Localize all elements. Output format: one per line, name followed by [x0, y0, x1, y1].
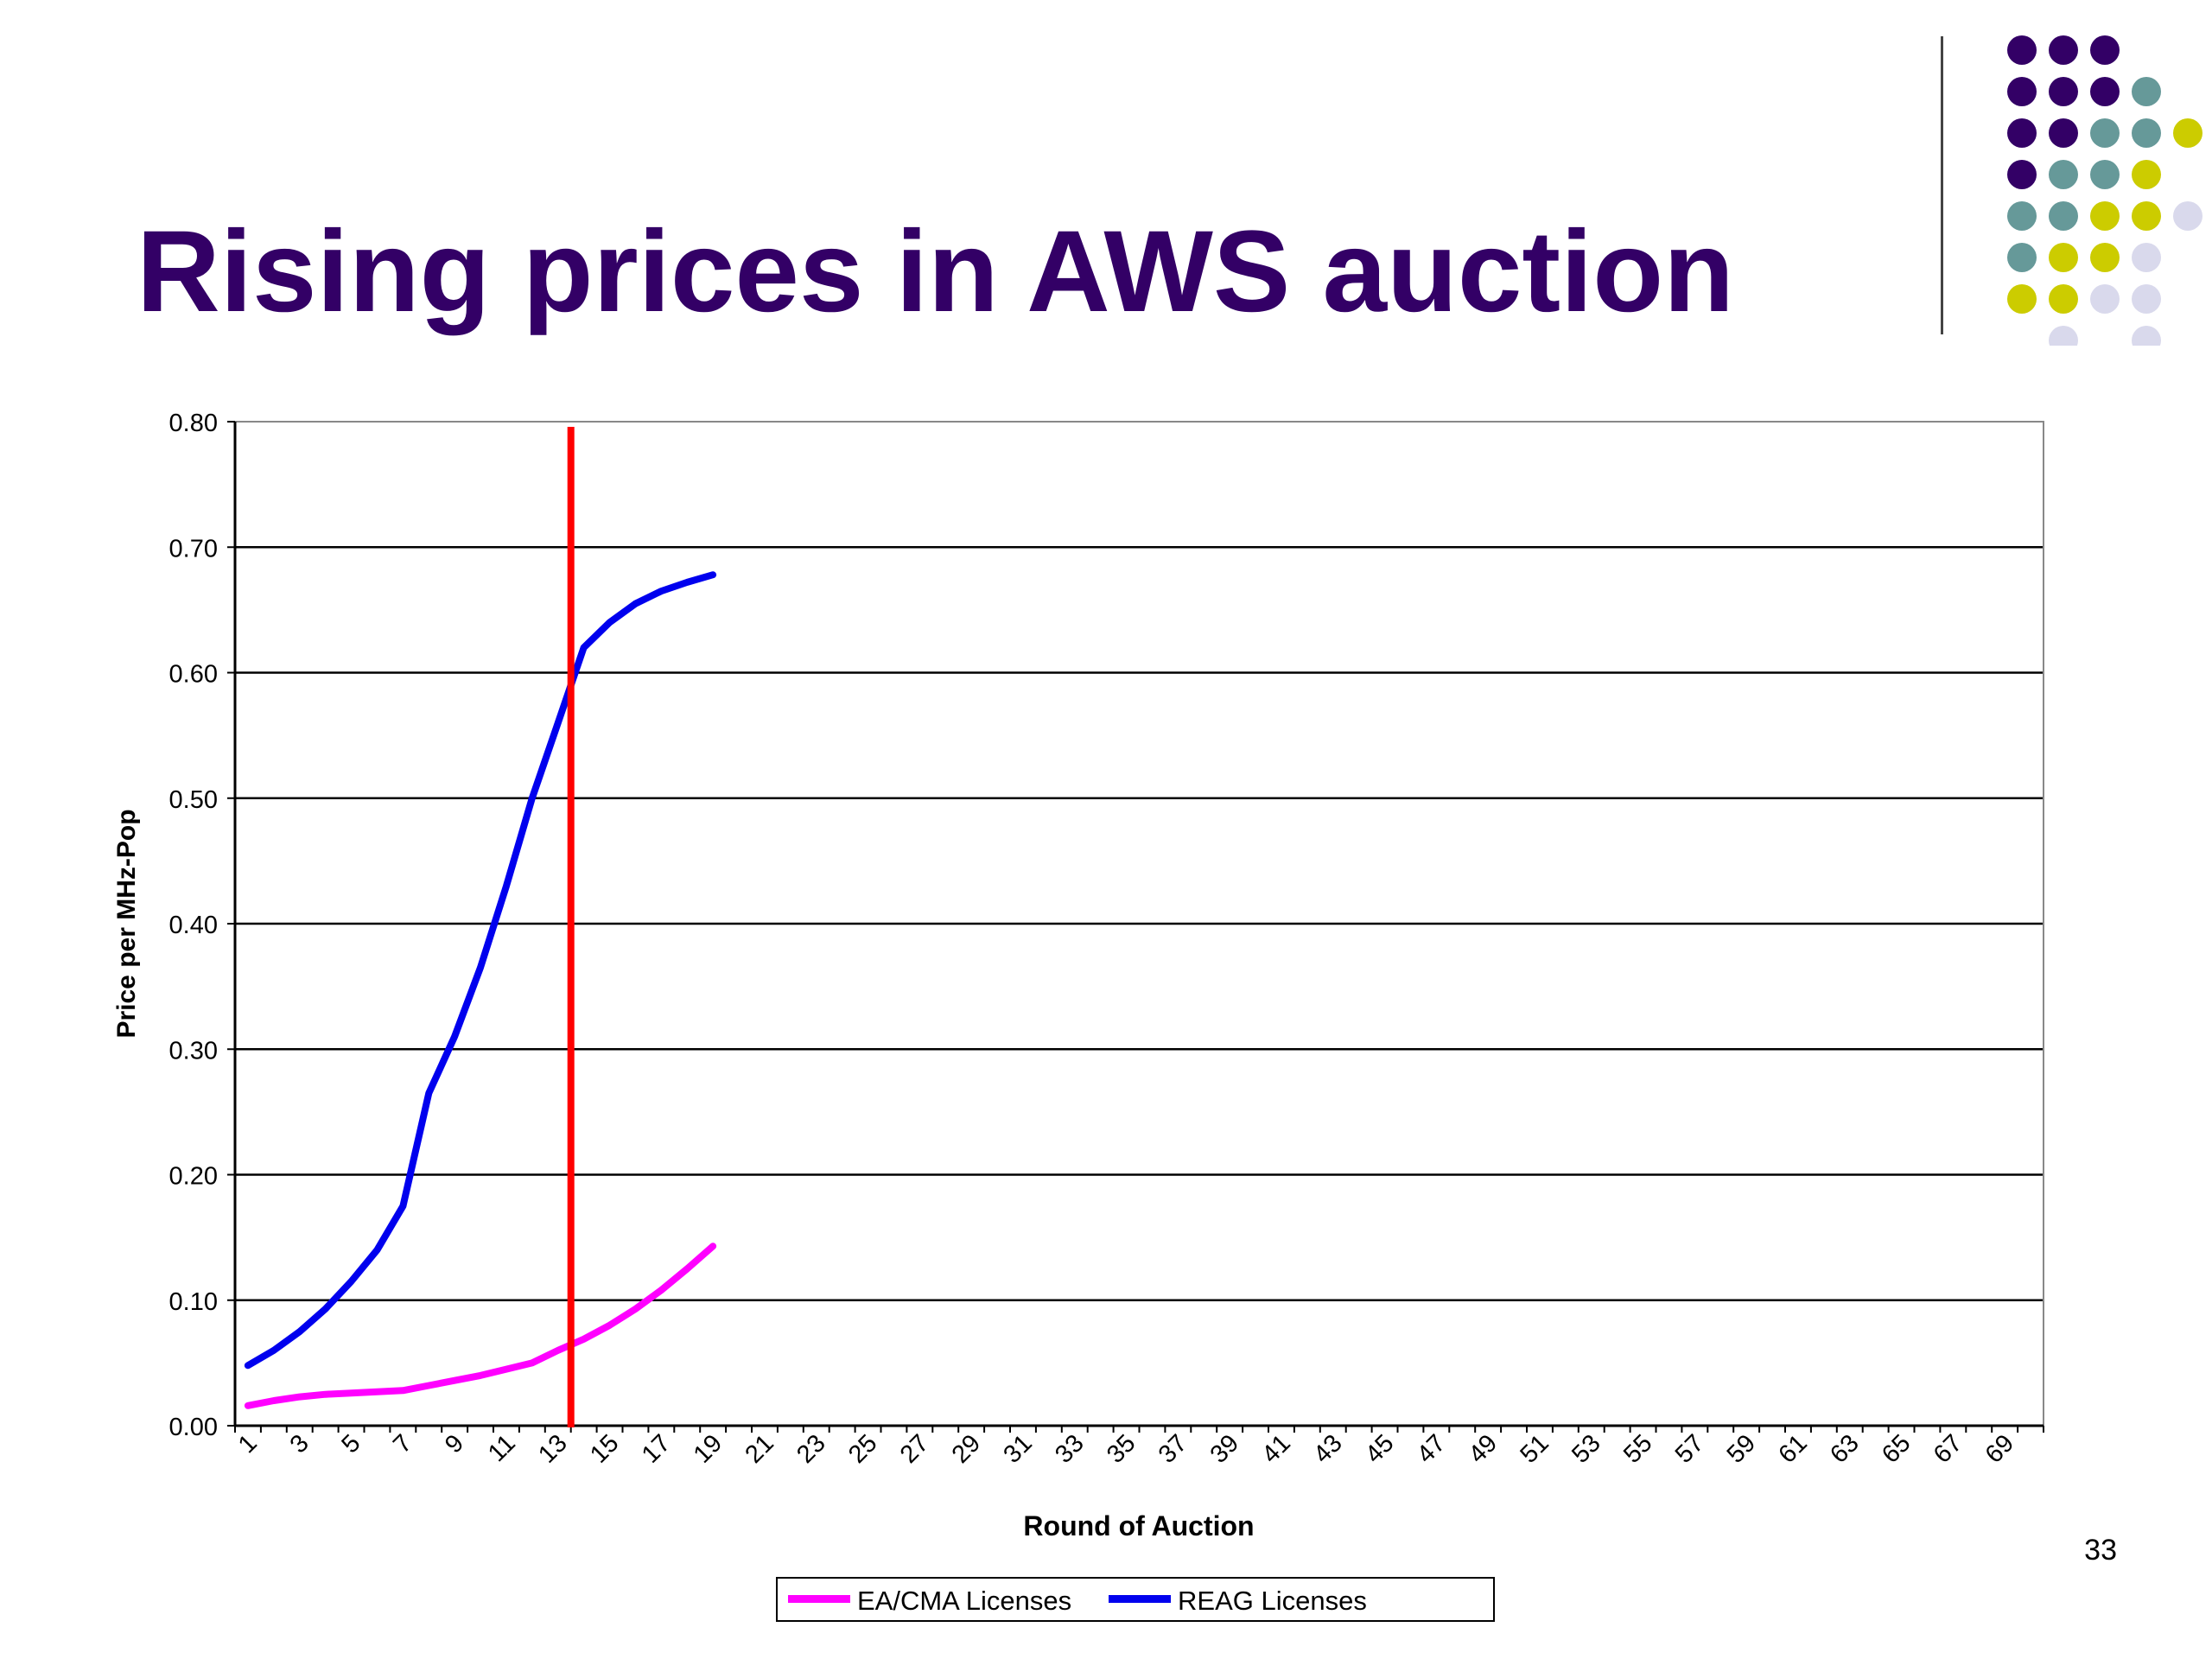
x-tick-label: 29 — [947, 1429, 986, 1468]
decorative-dot — [2007, 118, 2037, 148]
y-tick-label: 0.20 — [169, 1163, 218, 1191]
legend-label-reag: REAG Licenses — [1178, 1586, 1367, 1616]
y-tick-label: 0.50 — [169, 786, 218, 814]
decorative-dot — [2132, 160, 2161, 189]
decorative-dot — [2090, 77, 2120, 106]
x-tick-label: 35 — [1102, 1429, 1141, 1468]
x-tick-label: 5 — [336, 1429, 365, 1459]
x-tick-label: 15 — [585, 1429, 624, 1468]
series-line-reag — [244, 571, 717, 1370]
x-tick-label: 19 — [689, 1429, 728, 1468]
x-tick-label: 33 — [1050, 1429, 1089, 1468]
y-tick-label: 0.40 — [169, 912, 218, 939]
legend-swatch-ea-cma — [788, 1595, 850, 1603]
x-axis-title: Round of Auction — [1023, 1510, 1254, 1541]
slide-title: Rising prices in AWS auction — [137, 207, 1734, 336]
x-tick-label: 57 — [1670, 1429, 1709, 1468]
x-tick-label: 11 — [483, 1429, 521, 1467]
decorative-dot — [2173, 118, 2202, 148]
decorative-dot — [2007, 201, 2037, 231]
x-tick-label: 41 — [1256, 1429, 1295, 1468]
x-tick-label: 49 — [1464, 1429, 1503, 1468]
decorative-dot — [2007, 284, 2037, 314]
axes: 0.000.100.200.300.400.500.600.700.801 3 5 7… — [169, 410, 2044, 1469]
x-tick-label: 43 — [1308, 1429, 1347, 1468]
decorative-dot — [2049, 77, 2078, 106]
decorative-dot — [2049, 160, 2078, 189]
x-tick-label: 9 — [440, 1429, 469, 1459]
x-tick-label: 37 — [1154, 1429, 1192, 1468]
x-tick-label: 23 — [791, 1429, 830, 1468]
y-tick-label: 0.70 — [169, 535, 218, 563]
decorative-dot — [2090, 243, 2120, 272]
x-tick-label: 59 — [1722, 1429, 1761, 1468]
title-divider — [1941, 36, 1943, 334]
y-tick-label: 0.00 — [169, 1414, 218, 1441]
x-tick-label: 61 — [1773, 1429, 1812, 1468]
decorative-dot — [2132, 326, 2161, 346]
decorative-dot — [2049, 201, 2078, 231]
x-tick-label: 69 — [1980, 1429, 2019, 1468]
legend-swatch-reag — [1109, 1595, 1171, 1603]
decorative-dot — [2049, 284, 2078, 314]
x-tick-label: 17 — [637, 1429, 676, 1468]
decorative-dot — [2007, 243, 2037, 272]
y-axis-title: Price per MHz-Pop — [112, 809, 141, 1038]
x-tick-label: 13 — [533, 1429, 572, 1468]
y-tick-label: 0.80 — [169, 410, 218, 437]
x-tick-label: 55 — [1618, 1429, 1657, 1468]
decorative-dot — [2090, 118, 2120, 148]
decorative-dot — [2132, 77, 2161, 106]
decorative-dot — [2090, 160, 2120, 189]
decorative-dot — [2049, 35, 2078, 65]
series-line-ea-cma — [244, 1243, 717, 1409]
decorative-dot — [2007, 35, 2037, 65]
legend-label-ea-cma: EA/CMA Licenses — [857, 1586, 1071, 1616]
y-tick-label: 0.60 — [169, 661, 218, 689]
x-tick-label: 67 — [1929, 1429, 1967, 1468]
y-tick-label: 0.30 — [169, 1037, 218, 1065]
x-tick-label: 47 — [1412, 1429, 1451, 1468]
y-tick-label: 0.10 — [169, 1288, 218, 1316]
x-tick-label: 31 — [998, 1429, 1037, 1468]
decorative-dot — [2090, 35, 2120, 65]
x-tick-label: 3 — [285, 1429, 315, 1459]
x-tick-label: 1 — [233, 1429, 263, 1459]
decorative-dot — [2132, 243, 2161, 272]
gridlines — [235, 546, 2044, 1301]
decorative-dot — [2049, 118, 2078, 148]
decorative-dot-grid — [0, 0, 2212, 346]
decorative-dot — [2090, 284, 2120, 314]
x-tick-label: 53 — [1567, 1429, 1605, 1468]
decorative-dot — [2173, 201, 2202, 231]
x-tick-label: 63 — [1825, 1429, 1864, 1468]
decorative-dot — [2132, 284, 2161, 314]
decorative-dot — [2007, 160, 2037, 189]
decorative-dot — [2049, 326, 2078, 346]
series-lines — [244, 571, 717, 1409]
decorative-dot — [2049, 243, 2078, 272]
x-tick-label: 7 — [388, 1429, 417, 1459]
chart-legend: EA/CMA Licenses REAG Licenses — [776, 1577, 1495, 1622]
x-tick-label: 51 — [1515, 1429, 1554, 1468]
x-tick-label: 45 — [1360, 1429, 1399, 1468]
x-tick-label: 65 — [1877, 1429, 1916, 1468]
decorative-dot — [2132, 201, 2161, 231]
x-tick-label: 25 — [843, 1429, 882, 1468]
x-tick-label: 27 — [895, 1429, 934, 1468]
page-number: 33 — [2084, 1534, 2117, 1567]
decorative-dot — [2007, 77, 2037, 106]
x-tick-label: 39 — [1205, 1429, 1244, 1468]
decorative-dot — [2132, 118, 2161, 148]
x-tick-label: 21 — [740, 1429, 779, 1468]
decorative-dot — [2090, 201, 2120, 231]
